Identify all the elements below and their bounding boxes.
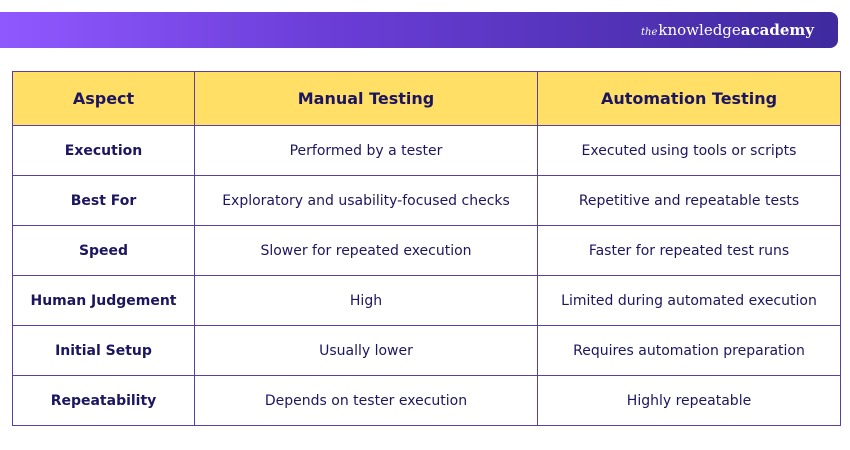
- brand-logo: theknowledgeacademy: [641, 19, 814, 44]
- row-automation-cell: Highly repeatable: [537, 375, 841, 426]
- row-aspect-cell: Initial Setup: [12, 325, 195, 376]
- row-manual-cell: Depends on tester execution: [194, 375, 538, 426]
- row-aspect-cell: Best For: [12, 175, 195, 226]
- row-manual-cell: Exploratory and usability-focused checks: [194, 175, 538, 226]
- row-manual-cell: Performed by a tester: [194, 125, 538, 176]
- row-automation-cell: Faster for repeated test runs: [537, 225, 841, 276]
- row-automation-cell: Repetitive and repeatable tests: [537, 175, 841, 226]
- brand-logo-knowledge: knowledge: [658, 21, 741, 39]
- table-header-row: Aspect Manual Testing Automation Testing: [12, 71, 841, 126]
- row-manual-cell: Usually lower: [194, 325, 538, 376]
- header-automation-testing: Automation Testing: [537, 71, 841, 126]
- brand-logo-academy: academy: [740, 21, 814, 39]
- table-row: Initial Setup Usually lower Requires aut…: [12, 325, 841, 376]
- brand-logo-the: the: [641, 27, 658, 38]
- row-aspect-cell: Human Judgement: [12, 275, 195, 326]
- header-aspect: Aspect: [12, 71, 195, 126]
- table-row: Execution Performed by a tester Executed…: [12, 125, 841, 176]
- table-row: Best For Exploratory and usability-focus…: [12, 175, 841, 226]
- row-automation-cell: Executed using tools or scripts: [537, 125, 841, 176]
- table-row: Human Judgement High Limited during auto…: [12, 275, 841, 326]
- table-row: Repeatability Depends on tester executio…: [12, 375, 841, 426]
- row-automation-cell: Requires automation preparation: [537, 325, 841, 376]
- table-row: Speed Slower for repeated execution Fast…: [12, 225, 841, 276]
- row-aspect-cell: Speed: [12, 225, 195, 276]
- row-automation-cell: Limited during automated execution: [537, 275, 841, 326]
- brand-banner: theknowledgeacademy: [0, 12, 838, 48]
- header-manual-testing: Manual Testing: [194, 71, 538, 126]
- row-aspect-cell: Repeatability: [12, 375, 195, 426]
- row-aspect-cell: Execution: [12, 125, 195, 176]
- row-manual-cell: Slower for repeated execution: [194, 225, 538, 276]
- row-manual-cell: High: [194, 275, 538, 326]
- comparison-table: Aspect Manual Testing Automation Testing…: [12, 71, 841, 426]
